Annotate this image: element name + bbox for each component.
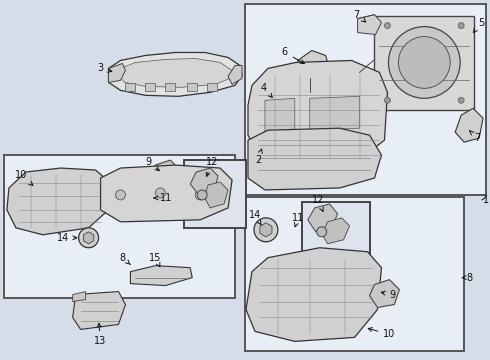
Text: 8: 8 xyxy=(462,273,472,283)
Polygon shape xyxy=(130,266,192,285)
Circle shape xyxy=(458,23,464,28)
Ellipse shape xyxy=(389,27,460,98)
Bar xyxy=(302,202,369,274)
Text: 11: 11 xyxy=(154,193,172,203)
Polygon shape xyxy=(7,168,111,235)
Bar xyxy=(4,155,235,298)
Circle shape xyxy=(385,97,391,103)
Text: 9: 9 xyxy=(146,157,159,171)
Text: 6: 6 xyxy=(282,48,304,64)
Polygon shape xyxy=(228,66,242,84)
Bar xyxy=(184,160,246,228)
Polygon shape xyxy=(308,204,338,232)
Bar xyxy=(374,15,474,110)
Polygon shape xyxy=(322,218,349,244)
Ellipse shape xyxy=(398,37,450,88)
Circle shape xyxy=(78,228,98,248)
Text: 5: 5 xyxy=(473,18,484,33)
Text: 3: 3 xyxy=(98,63,112,73)
Polygon shape xyxy=(119,58,232,87)
Circle shape xyxy=(197,190,207,200)
Text: 2: 2 xyxy=(255,149,262,165)
Polygon shape xyxy=(165,84,175,91)
Polygon shape xyxy=(260,223,272,237)
Text: 4: 4 xyxy=(261,84,272,98)
Bar xyxy=(245,197,464,351)
Polygon shape xyxy=(73,292,125,329)
Polygon shape xyxy=(246,248,382,341)
Bar xyxy=(245,4,486,195)
Text: 11: 11 xyxy=(292,213,304,227)
Polygon shape xyxy=(150,160,178,186)
Polygon shape xyxy=(125,84,135,91)
Polygon shape xyxy=(358,15,382,35)
Polygon shape xyxy=(100,165,232,222)
Circle shape xyxy=(254,218,278,242)
Text: 12: 12 xyxy=(312,195,324,211)
Polygon shape xyxy=(298,50,330,80)
Circle shape xyxy=(317,227,327,237)
Polygon shape xyxy=(455,108,483,142)
Polygon shape xyxy=(207,84,217,91)
Text: 10: 10 xyxy=(368,328,395,339)
Polygon shape xyxy=(204,182,228,208)
Text: 8: 8 xyxy=(120,253,130,265)
Polygon shape xyxy=(265,98,295,132)
Text: 9: 9 xyxy=(381,289,395,300)
Polygon shape xyxy=(369,280,399,307)
Circle shape xyxy=(155,188,165,198)
Polygon shape xyxy=(108,63,125,82)
Text: 14: 14 xyxy=(56,233,77,243)
Text: 14: 14 xyxy=(249,210,261,225)
Text: 10: 10 xyxy=(15,170,33,185)
Circle shape xyxy=(385,23,391,28)
Polygon shape xyxy=(83,232,94,244)
Text: 7: 7 xyxy=(353,10,366,22)
Text: 12: 12 xyxy=(206,157,219,176)
Polygon shape xyxy=(310,96,360,130)
Polygon shape xyxy=(187,84,197,91)
Polygon shape xyxy=(146,84,155,91)
Polygon shape xyxy=(73,292,86,302)
Circle shape xyxy=(195,190,205,200)
Circle shape xyxy=(116,190,125,200)
Circle shape xyxy=(458,97,464,103)
Polygon shape xyxy=(108,53,242,96)
Text: 1: 1 xyxy=(483,195,489,205)
Polygon shape xyxy=(248,128,382,190)
Text: 13: 13 xyxy=(95,323,107,346)
Text: 15: 15 xyxy=(149,253,162,267)
Polygon shape xyxy=(248,60,388,165)
Polygon shape xyxy=(190,168,218,194)
Text: 7: 7 xyxy=(469,130,480,143)
